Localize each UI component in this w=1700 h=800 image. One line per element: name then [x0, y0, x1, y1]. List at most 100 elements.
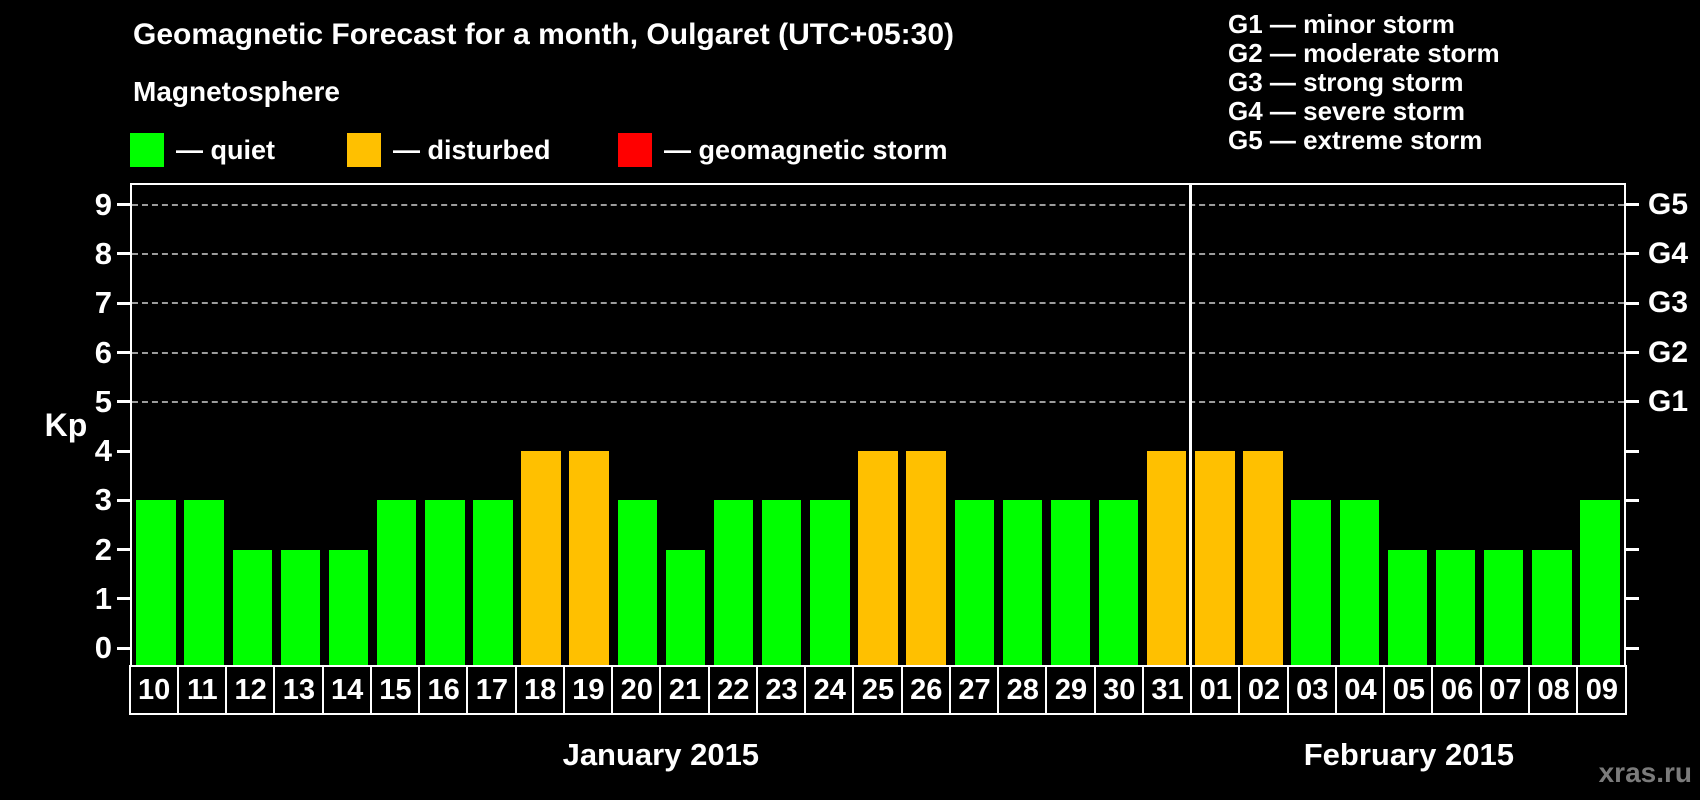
- kp-bar: [1243, 451, 1283, 665]
- y-axis-tick-left: [117, 301, 130, 305]
- legend-item-quiet: — quiet: [130, 133, 275, 167]
- kp-bar: [1580, 500, 1620, 665]
- kp-bar: [473, 500, 513, 665]
- magnetosphere-subtitle: Magnetosphere: [133, 76, 340, 107]
- storm-scale-line: G2 — moderate storm: [1228, 38, 1500, 68]
- day-label: 25: [852, 665, 904, 715]
- y-tick-label: 1: [94, 580, 112, 616]
- gridline: [132, 351, 1624, 354]
- legend-item-label: — disturbed: [393, 134, 551, 165]
- kp-bar: [906, 451, 946, 665]
- month-label: January 2015: [562, 737, 760, 772]
- y-axis-tick-left: [117, 449, 130, 453]
- y-axis-tick-right: [1626, 548, 1639, 552]
- y-axis-tick-right: [1626, 203, 1639, 207]
- g-scale-label: G2: [1648, 335, 1689, 369]
- day-label: 30: [1093, 665, 1145, 715]
- kp-bar: [1483, 549, 1524, 665]
- kp-bar: [1291, 500, 1331, 665]
- kp-bar: [810, 500, 850, 665]
- storm-scale-legend: G1 — minor storm G2 — moderate storm G3 — …: [1228, 10, 1500, 155]
- day-label: 17: [466, 665, 518, 715]
- g-scale-label: G3: [1648, 286, 1689, 320]
- day-label: 09: [1576, 665, 1628, 715]
- kp-bar: [1098, 500, 1139, 665]
- kp-bar: [521, 451, 561, 665]
- day-label: 20: [611, 665, 663, 715]
- gridline: [132, 302, 1624, 305]
- kp-bar: [617, 500, 658, 665]
- storm-scale-line: G1 — minor storm: [1228, 9, 1455, 39]
- legend-item-label: — geomagnetic storm: [664, 134, 948, 165]
- day-label: 02: [1238, 665, 1290, 715]
- day-label: 21: [659, 665, 711, 715]
- y-tick-label: 0: [94, 630, 112, 666]
- y-tick-label: 5: [94, 383, 112, 419]
- gridline: [132, 252, 1624, 255]
- y-tick-label: 3: [94, 482, 112, 518]
- kp-bar: [665, 549, 706, 665]
- y-axis-tick-left: [117, 498, 130, 502]
- legend-swatch-storm: [618, 133, 652, 167]
- day-label: 24: [804, 665, 856, 715]
- legend-swatch-quiet: [130, 133, 164, 167]
- day-label: 01: [1190, 665, 1242, 715]
- storm-scale-line: G4 — severe storm: [1228, 96, 1466, 126]
- day-label: 16: [418, 665, 470, 715]
- y-tick-label: 7: [94, 285, 112, 321]
- day-label: 29: [1045, 665, 1097, 715]
- day-label: 13: [273, 665, 325, 715]
- y-axis-tick-left: [117, 252, 130, 256]
- kp-bar: [1050, 500, 1091, 665]
- day-label: 08: [1527, 665, 1580, 715]
- kp-bar: [280, 549, 321, 665]
- gridline: [132, 203, 1624, 206]
- legend-swatch-disturbed: [347, 133, 381, 167]
- y-axis-tick-left: [117, 548, 130, 552]
- kp-bar: [1387, 549, 1428, 665]
- y-axis-tick-right: [1626, 252, 1639, 256]
- kp-bar: [569, 451, 609, 665]
- kp-bar: [376, 500, 417, 665]
- day-label: 03: [1286, 665, 1338, 715]
- y-axis-title: Kp: [44, 407, 88, 443]
- y-axis-tick-right: [1626, 498, 1639, 502]
- legend-item-label: — quiet: [176, 134, 275, 165]
- watermark: xras.ru: [1598, 757, 1692, 788]
- g-scale-label: G1: [1648, 384, 1689, 418]
- kp-bar: [1435, 549, 1476, 665]
- kp-bar: [858, 451, 898, 665]
- g-scale-label: G5: [1648, 187, 1689, 221]
- y-axis-tick-left: [117, 203, 130, 207]
- day-label: 07: [1479, 665, 1531, 715]
- day-label: 23: [755, 665, 808, 715]
- kp-bar: [1147, 451, 1187, 665]
- y-tick-label: 4: [94, 433, 112, 469]
- kp-bar: [1195, 451, 1235, 665]
- y-axis-tick-left: [117, 351, 130, 355]
- kp-bar: [136, 500, 176, 665]
- legend-item-storm: — geomagnetic storm: [618, 133, 948, 167]
- kp-bar: [1002, 500, 1043, 665]
- y-axis-tick-right: [1626, 400, 1639, 404]
- y-axis-tick-right: [1626, 351, 1639, 355]
- gridline: [132, 400, 1624, 403]
- day-label: 11: [176, 665, 228, 715]
- day-label: 06: [1431, 665, 1483, 715]
- month-label: February 2015: [1303, 737, 1514, 772]
- kp-bar: [232, 549, 273, 665]
- y-tick-label: 6: [94, 334, 112, 370]
- kp-bar: [184, 500, 224, 665]
- day-label: 27: [948, 665, 1001, 715]
- y-axis-tick-left: [117, 597, 130, 601]
- day-label: 19: [562, 665, 615, 715]
- y-axis-tick-right: [1626, 449, 1639, 453]
- y-tick-label: 8: [94, 235, 112, 271]
- day-label: 31: [1141, 665, 1194, 715]
- kp-bar: [328, 549, 369, 665]
- y-tick-label: 2: [94, 531, 112, 567]
- g-scale-label: G4: [1648, 236, 1689, 270]
- month-separator-line: [1189, 185, 1193, 665]
- day-label: 04: [1334, 665, 1387, 715]
